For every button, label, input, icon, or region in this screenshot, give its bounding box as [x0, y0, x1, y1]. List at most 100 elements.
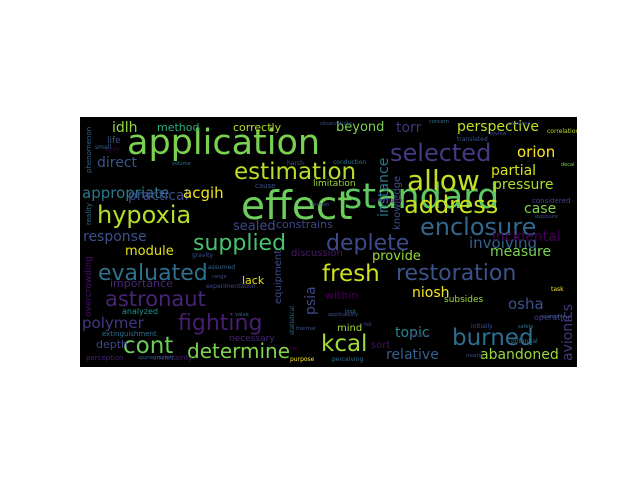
- word: source: [410, 332, 430, 339]
- word: abandoned: [480, 347, 559, 363]
- word: method: [157, 121, 200, 134]
- word: response: [83, 229, 147, 245]
- word: fresh: [322, 261, 380, 287]
- word: depth: [96, 338, 129, 351]
- word: measure: [490, 244, 552, 260]
- word: polymer: [82, 314, 144, 332]
- word: decal: [561, 162, 575, 168]
- word: within: [325, 289, 359, 302]
- word: applicability: [328, 312, 359, 318]
- word: review: [490, 131, 507, 137]
- word: approximately: [138, 355, 174, 361]
- word: limitation: [313, 179, 356, 189]
- word-cloud: application standard effect hypoxia esti…: [80, 117, 577, 367]
- word: psia: [303, 286, 319, 315]
- word: conduction: [333, 159, 367, 166]
- word: life: [107, 136, 121, 146]
- word: reality: [85, 202, 93, 225]
- word: operation: [534, 313, 573, 322]
- word: practical: [128, 188, 189, 204]
- word: niosh: [412, 285, 450, 301]
- word: range: [212, 274, 227, 280]
- word: enclosure: [420, 213, 537, 241]
- word: deplete: [326, 231, 410, 256]
- word: orion: [517, 143, 556, 161]
- word: assumed: [208, 264, 236, 271]
- word: provide: [372, 249, 421, 264]
- word: necessary: [229, 334, 275, 344]
- word: osha: [508, 295, 544, 313]
- word: task: [551, 286, 564, 293]
- word: address: [404, 191, 499, 219]
- word: harsh: [287, 160, 304, 167]
- word: beyond: [336, 120, 385, 135]
- word: partial: [491, 163, 537, 179]
- word: standard: [344, 177, 500, 217]
- word: extinguishment: [102, 330, 157, 338]
- word: topic: [395, 325, 430, 341]
- word: perceiving: [332, 356, 364, 363]
- word: concern: [429, 119, 449, 125]
- word: overcrowding: [84, 256, 94, 317]
- word: translated: [457, 136, 488, 143]
- word: mostly: [466, 353, 483, 359]
- word: lack: [242, 274, 265, 287]
- word: examples: [541, 314, 566, 320]
- word: correlation: [547, 128, 577, 135]
- word: incidental: [492, 229, 561, 245]
- word: cause: [255, 182, 276, 190]
- word: perception: [86, 354, 124, 362]
- word: estimation: [234, 159, 357, 185]
- word: pressure: [493, 177, 554, 193]
- word: correctly: [233, 121, 282, 134]
- word: small: [95, 144, 111, 151]
- word: consume: [508, 121, 531, 127]
- word: sealed: [233, 219, 276, 234]
- word: constrains: [276, 218, 333, 231]
- word: hypoxia: [97, 201, 192, 229]
- word: gravity: [192, 252, 214, 259]
- word: selected: [390, 139, 492, 167]
- word: body: [105, 146, 120, 153]
- word: burned: [452, 325, 534, 351]
- word: phenomenon: [85, 126, 93, 173]
- word: equipment: [273, 249, 284, 304]
- word: supplied: [193, 231, 287, 256]
- word: idlh: [112, 120, 138, 136]
- word: experimentation: [206, 283, 256, 290]
- word: sort: [371, 340, 391, 351]
- word: purpose: [290, 356, 315, 363]
- word: astronaut: [105, 287, 206, 311]
- word: human: [312, 202, 330, 208]
- word: uncertainty: [152, 354, 193, 362]
- word: module: [125, 244, 174, 259]
- word: acgih: [183, 184, 224, 202]
- word: potential: [511, 338, 538, 345]
- word: direct: [97, 155, 138, 171]
- word: application: [127, 123, 321, 163]
- word: importance: [110, 277, 173, 290]
- word: discussion: [291, 248, 343, 259]
- word: appropriate: [82, 184, 170, 202]
- word: evaluated: [98, 261, 208, 286]
- word: restoration: [396, 261, 517, 286]
- word: fighting: [178, 311, 263, 336]
- word: considered: [532, 197, 571, 205]
- word: observations: [320, 121, 353, 127]
- word: perspective: [457, 119, 540, 135]
- word: torr: [396, 120, 422, 136]
- word: instance: [376, 157, 392, 217]
- word: involving: [469, 234, 537, 252]
- word: safety: [518, 324, 534, 330]
- word: determine: [187, 339, 291, 363]
- word: relative: [386, 347, 439, 363]
- word: allow: [407, 164, 480, 197]
- word: tab: [290, 346, 299, 352]
- word: exposure: [535, 214, 558, 220]
- word: case: [524, 201, 557, 217]
- word: subsides: [444, 295, 484, 305]
- word: initially: [471, 323, 493, 330]
- word: flammability: [371, 198, 403, 204]
- word: effect: [241, 184, 353, 229]
- word: fall: [364, 322, 372, 328]
